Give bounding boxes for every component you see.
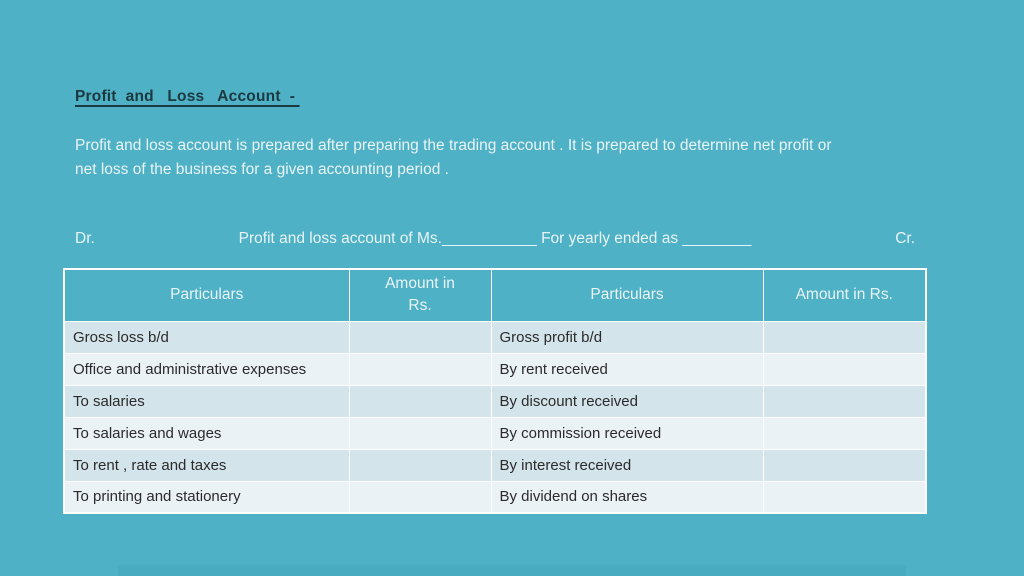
header-amount-debit: Amount in Rs. bbox=[348, 268, 492, 322]
page-title: Profit and Loss Account - bbox=[75, 88, 300, 105]
cell-debit-particulars: To salaries bbox=[63, 384, 350, 418]
table-row: To salaries and wages By commission rece… bbox=[63, 416, 927, 450]
table-row: Office and administrative expenses By re… bbox=[63, 352, 927, 386]
ledger-heading-center: Profit and loss account of Ms.__________… bbox=[238, 230, 752, 247]
cell-debit-amount bbox=[348, 320, 492, 354]
cell-debit-particulars: To printing and stationery bbox=[63, 480, 350, 514]
cell-debit-amount bbox=[348, 480, 492, 514]
cell-credit-particulars: Gross profit b/d bbox=[490, 320, 764, 354]
cell-credit-particulars: By discount received bbox=[490, 384, 764, 418]
cr-label: Cr. bbox=[895, 230, 915, 247]
cell-debit-particulars: Gross loss b/d bbox=[63, 320, 350, 354]
cell-debit-amount bbox=[348, 352, 492, 386]
cell-credit-amount bbox=[762, 384, 927, 418]
dr-label: Dr. bbox=[75, 230, 95, 247]
table-row: To printing and stationery By dividend o… bbox=[63, 480, 927, 514]
cell-credit-amount bbox=[762, 416, 927, 450]
cell-debit-amount bbox=[348, 448, 492, 482]
cell-credit-amount bbox=[762, 480, 927, 514]
table-row: Gross loss b/d Gross profit b/d bbox=[63, 320, 927, 354]
next-slide-edge bbox=[118, 565, 906, 576]
cell-debit-particulars: Office and administrative expenses bbox=[63, 352, 350, 386]
cell-credit-particulars: By commission received bbox=[490, 416, 764, 450]
cell-credit-amount bbox=[762, 352, 927, 386]
header-particulars-debit: Particulars bbox=[63, 268, 350, 322]
cell-credit-amount bbox=[762, 448, 927, 482]
header-amount-credit: Amount in Rs. bbox=[762, 268, 927, 322]
cell-credit-particulars: By rent received bbox=[490, 352, 764, 386]
cell-debit-amount bbox=[348, 416, 492, 450]
ledger-heading: Dr. Profit and loss account of Ms.______… bbox=[63, 230, 915, 248]
table-header-row: Particulars Amount in Rs. Particulars Am… bbox=[63, 268, 927, 322]
profit-loss-table: Particulars Amount in Rs. Particulars Am… bbox=[63, 268, 927, 514]
cell-debit-particulars: To rent , rate and taxes bbox=[63, 448, 350, 482]
cell-credit-amount bbox=[762, 320, 927, 354]
header-particulars-credit: Particulars bbox=[490, 268, 764, 322]
cell-credit-particulars: By interest received bbox=[490, 448, 764, 482]
table-row: To salaries By discount received bbox=[63, 384, 927, 418]
cell-debit-amount bbox=[348, 384, 492, 418]
cell-credit-particulars: By dividend on shares bbox=[490, 480, 764, 514]
intro-paragraph: Profit and loss account is prepared afte… bbox=[75, 137, 832, 178]
table-row: To rent , rate and taxes By interest rec… bbox=[63, 448, 927, 482]
cell-debit-particulars: To salaries and wages bbox=[63, 416, 350, 450]
